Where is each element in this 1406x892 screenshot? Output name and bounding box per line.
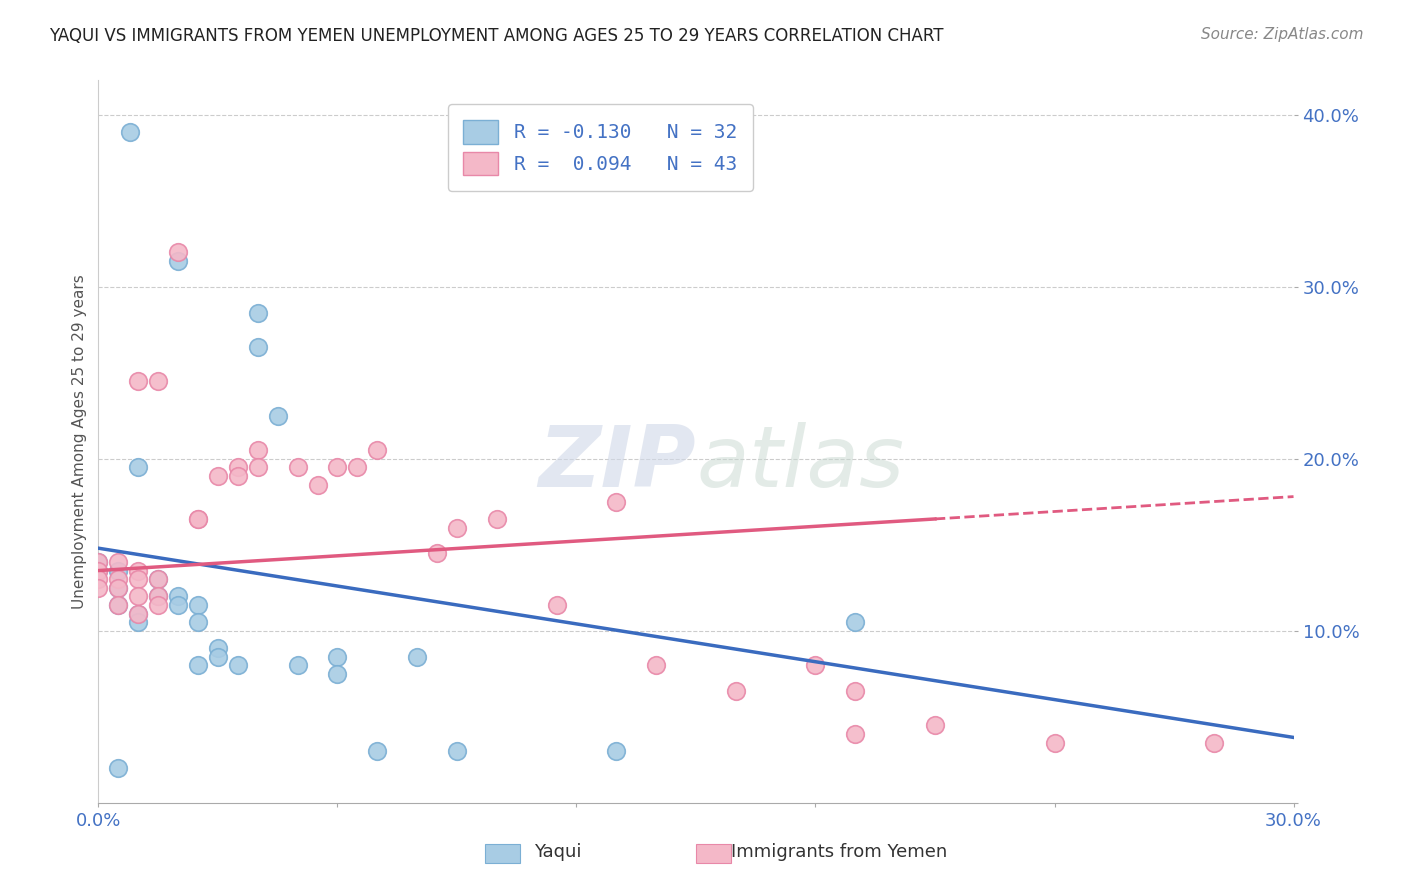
Point — [187, 512, 209, 526]
Point — [246, 443, 269, 458]
Y-axis label: Unemployment Among Ages 25 to 29 years: Unemployment Among Ages 25 to 29 years — [72, 274, 87, 609]
Point — [246, 340, 269, 354]
Text: atlas: atlas — [696, 422, 904, 505]
Point — [87, 555, 110, 569]
Point — [485, 512, 508, 526]
Point — [346, 460, 368, 475]
Point — [87, 555, 110, 569]
Point — [605, 744, 627, 758]
Point — [207, 649, 229, 664]
Point — [120, 125, 142, 139]
Point — [148, 572, 170, 586]
Point — [546, 598, 568, 612]
Point — [87, 581, 110, 595]
Point — [127, 607, 149, 621]
Text: Yaqui: Yaqui — [534, 843, 582, 861]
Point — [326, 649, 349, 664]
Point — [167, 598, 190, 612]
Point — [107, 572, 129, 586]
Point — [406, 649, 429, 664]
Point — [326, 460, 349, 475]
Point — [167, 253, 190, 268]
Point — [148, 590, 170, 604]
Point — [107, 598, 129, 612]
Point — [107, 581, 129, 595]
Point — [246, 305, 269, 319]
Text: YAQUI VS IMMIGRANTS FROM YEMEN UNEMPLOYMENT AMONG AGES 25 TO 29 YEARS CORRELATIO: YAQUI VS IMMIGRANTS FROM YEMEN UNEMPLOYM… — [49, 27, 943, 45]
Point — [446, 520, 468, 534]
Point — [187, 658, 209, 673]
Text: Immigrants from Yemen: Immigrants from Yemen — [731, 843, 948, 861]
Point — [366, 443, 388, 458]
Point — [287, 658, 309, 673]
Point — [1202, 735, 1225, 749]
Point — [107, 555, 129, 569]
Point — [148, 598, 170, 612]
Point — [924, 718, 946, 732]
Point — [645, 658, 668, 673]
Point — [226, 460, 249, 475]
Point — [127, 615, 149, 630]
Point — [226, 469, 249, 483]
Point — [287, 460, 309, 475]
Legend: R = -0.130   N = 32, R =  0.094   N = 43: R = -0.130 N = 32, R = 0.094 N = 43 — [449, 104, 752, 191]
Point — [187, 512, 209, 526]
Point — [167, 590, 190, 604]
Point — [844, 727, 866, 741]
Point — [207, 640, 229, 655]
Point — [127, 572, 149, 586]
Point — [724, 684, 747, 698]
Text: Source: ZipAtlas.com: Source: ZipAtlas.com — [1201, 27, 1364, 42]
Point — [148, 590, 170, 604]
Point — [605, 494, 627, 508]
Point — [107, 581, 129, 595]
Point — [844, 684, 866, 698]
Point — [127, 375, 149, 389]
Point — [148, 375, 170, 389]
Point — [366, 744, 388, 758]
Point — [127, 460, 149, 475]
Point — [307, 477, 329, 491]
Point — [207, 469, 229, 483]
Point — [107, 564, 129, 578]
Point — [187, 615, 209, 630]
Point — [107, 761, 129, 775]
Point — [187, 598, 209, 612]
Point — [804, 658, 827, 673]
Text: ZIP: ZIP — [538, 422, 696, 505]
Point — [267, 409, 290, 423]
Point — [107, 598, 129, 612]
Point — [148, 572, 170, 586]
Point — [1043, 735, 1066, 749]
Point — [127, 607, 149, 621]
Point — [167, 245, 190, 260]
Point — [326, 666, 349, 681]
Point — [446, 744, 468, 758]
Point — [87, 564, 110, 578]
Point — [87, 572, 110, 586]
Point — [844, 615, 866, 630]
Point — [426, 546, 449, 560]
Point — [127, 564, 149, 578]
Point — [127, 590, 149, 604]
Point — [226, 658, 249, 673]
Point — [246, 460, 269, 475]
Point — [87, 564, 110, 578]
